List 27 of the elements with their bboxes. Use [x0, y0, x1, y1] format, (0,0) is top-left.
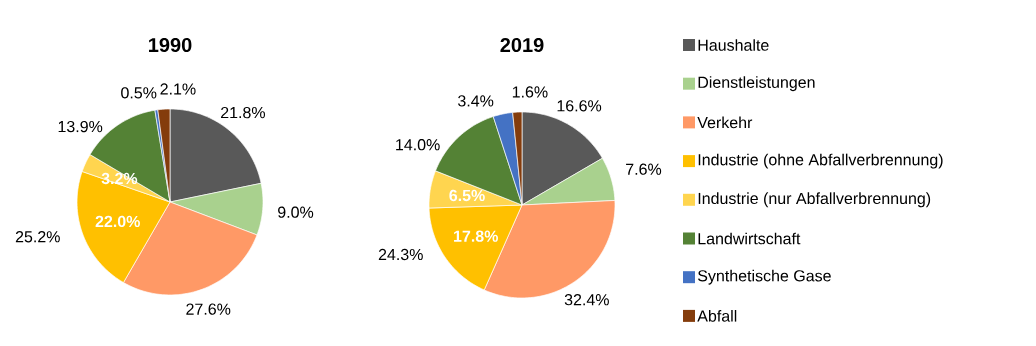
legend-label: Haushalte — [698, 39, 769, 51]
data-label: 22.0% — [95, 215, 140, 228]
data-label: 21.8% — [221, 106, 266, 119]
legend-label: Verkehr — [697, 116, 753, 129]
data-label: 1.6% — [512, 86, 548, 98]
data-label: 13.9% — [58, 120, 103, 133]
chart-title: 2019 — [500, 37, 544, 53]
data-label: 9.0% — [278, 206, 314, 218]
text: 25.2% — [15, 231, 60, 243]
data-label: 6.5% — [449, 189, 485, 202]
data-label: 17.8% — [454, 230, 498, 242]
legend-label: Abfall — [697, 310, 737, 322]
data-label: 16.6% — [557, 100, 602, 112]
data-label: 0.5% — [121, 87, 157, 99]
data-label: 3.4% — [458, 95, 494, 107]
legend-label: Dienstleistungen — [698, 76, 815, 92]
chart-title: 1990 — [149, 37, 192, 53]
legend-label: Synthetische Gase — [698, 269, 831, 285]
text: 24.3% — [378, 248, 423, 261]
data-label: 2.1% — [160, 83, 196, 95]
data-label: 7.6% — [626, 163, 662, 175]
data-label: 32.4% — [564, 294, 609, 306]
data-label: 27.6% — [186, 303, 231, 315]
legend-label: Industrie (nur Abfallverbrennung) — [698, 192, 931, 208]
legend-label: Industrie (ohne Abfallverbrennung) — [698, 153, 943, 169]
legend-label: Landwirtschaft — [698, 232, 801, 245]
data-label: 14.0% — [396, 139, 440, 151]
